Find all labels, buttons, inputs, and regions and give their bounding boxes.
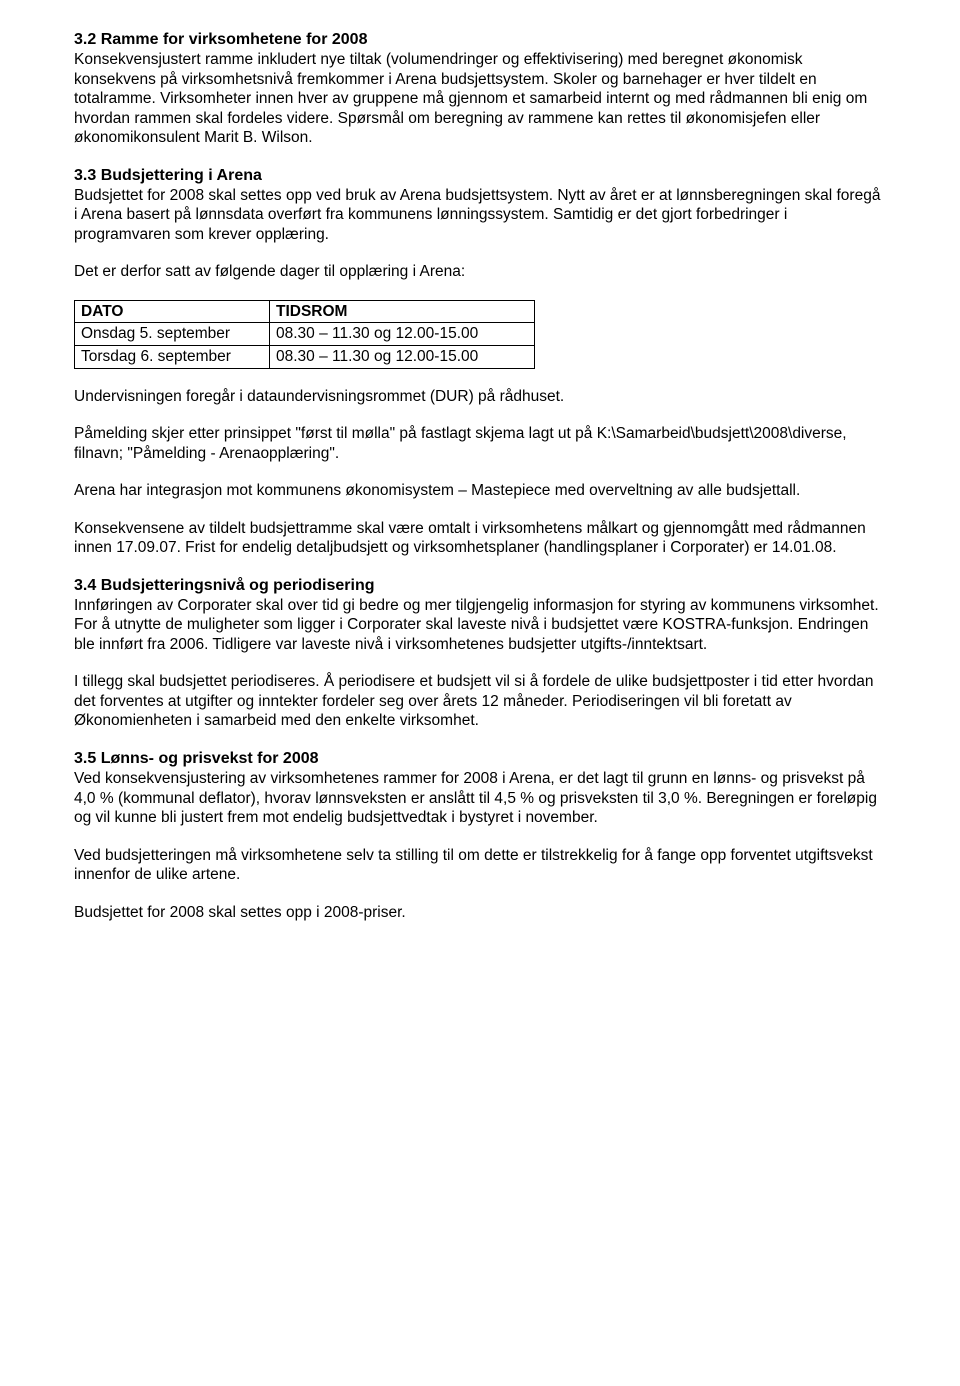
para-3-5-3: Budsjettet for 2008 skal settes opp i 20…	[74, 903, 886, 923]
para-3-3-2: Det er derfor satt av følgende dager til…	[74, 262, 886, 282]
para-3-3-3: Undervisningen foregår i dataundervisnin…	[74, 387, 886, 407]
table-cell-tidsrom: 08.30 – 11.30 og 12.00-15.00	[270, 345, 535, 368]
para-3-5-1: Ved konsekvensjustering av virksomhetene…	[74, 769, 886, 828]
training-schedule-table: DATO TIDSROM Onsdag 5. september 08.30 –…	[74, 300, 535, 369]
table-header-dato: DATO	[75, 300, 270, 323]
section-3-4: 3.4 Budsjetteringsnivå og periodisering …	[74, 576, 886, 731]
para-3-2-1: Konsekvensjustert ramme inkludert nye ti…	[74, 50, 886, 148]
section-3-3: 3.3 Budsjettering i Arena Budsjettet for…	[74, 166, 886, 558]
table-row: Onsdag 5. september 08.30 – 11.30 og 12.…	[75, 323, 535, 346]
para-3-3-1: Budsjettet for 2008 skal settes opp ved …	[74, 186, 886, 245]
table-row: Torsdag 6. september 08.30 – 11.30 og 12…	[75, 345, 535, 368]
para-3-4-1: Innføringen av Corporater skal over tid …	[74, 596, 886, 655]
table-cell-dato: Onsdag 5. september	[75, 323, 270, 346]
heading-3-5: 3.5 Lønns- og prisvekst for 2008	[74, 749, 886, 769]
para-3-5-2: Ved budsjetteringen må virksomhetene sel…	[74, 846, 886, 885]
heading-3-3: 3.3 Budsjettering i Arena	[74, 166, 886, 186]
para-3-3-5: Arena har integrasjon mot kommunens økon…	[74, 481, 886, 501]
table-cell-dato: Torsdag 6. september	[75, 345, 270, 368]
para-3-4-2: I tillegg skal budsjettet periodiseres. …	[74, 672, 886, 731]
section-3-5: 3.5 Lønns- og prisvekst for 2008 Ved kon…	[74, 749, 886, 922]
table-header-row: DATO TIDSROM	[75, 300, 535, 323]
heading-3-4: 3.4 Budsjetteringsnivå og periodisering	[74, 576, 886, 596]
para-3-3-4: Påmelding skjer etter prinsippet "først …	[74, 424, 886, 463]
heading-3-2: 3.2 Ramme for virksomhetene for 2008	[74, 30, 886, 50]
table-header-tidsrom: TIDSROM	[270, 300, 535, 323]
table-cell-tidsrom: 08.30 – 11.30 og 12.00-15.00	[270, 323, 535, 346]
section-3-2: 3.2 Ramme for virksomhetene for 2008 Kon…	[74, 30, 886, 148]
para-3-3-6: Konsekvensene av tildelt budsjettramme s…	[74, 519, 886, 558]
